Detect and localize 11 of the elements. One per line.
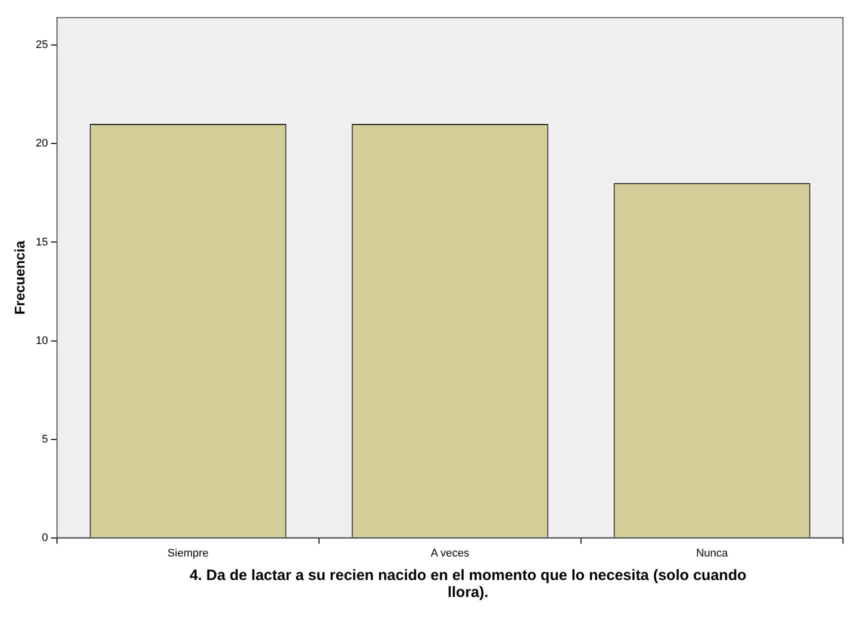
y-tick-label: 15 — [36, 236, 48, 248]
y-tick-label: 25 — [36, 39, 48, 52]
y-tick-label: 10 — [36, 334, 48, 347]
x-tick-label: Nunca — [696, 547, 729, 560]
x-tick-label: A veces — [430, 547, 470, 560]
y-tick-label: 0 — [42, 532, 48, 544]
y-axis-title: Frecuencia — [11, 240, 28, 315]
y-tick-label: 20 — [36, 138, 48, 150]
x-tick-label: Siempre — [168, 547, 209, 560]
y-tick-label: 5 — [42, 433, 48, 446]
x-axis-title: 4. Da de lactar a su recien nacido en el momento que lo necesita (solo cuando llora). — [188, 567, 748, 601]
